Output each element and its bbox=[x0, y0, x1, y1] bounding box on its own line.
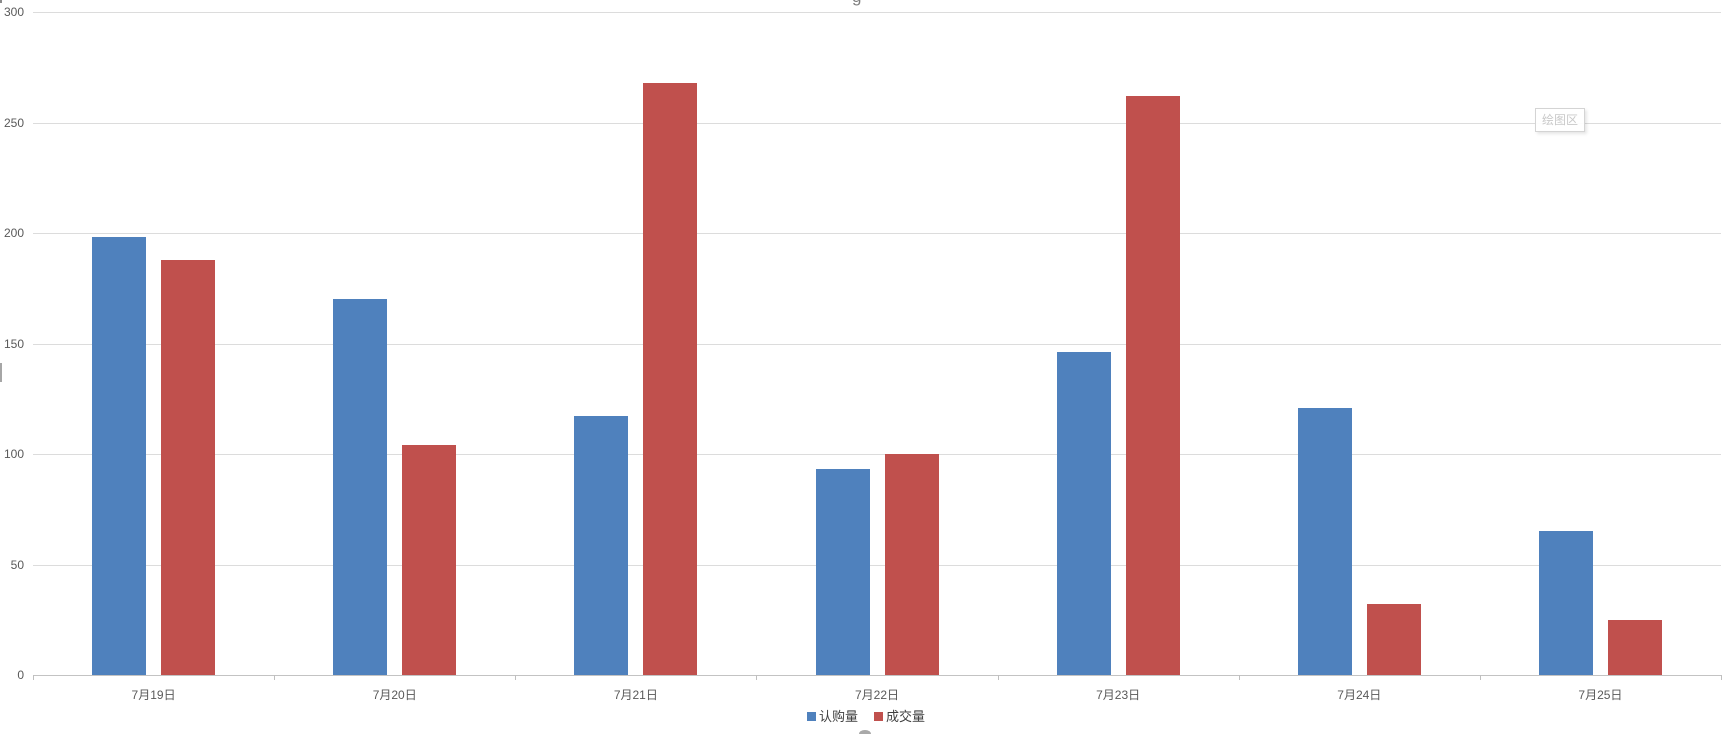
gridline-100 bbox=[33, 454, 1721, 455]
x-axis-category-label: 7月23日 bbox=[1096, 688, 1141, 702]
x-axis-category-label: 7月20日 bbox=[372, 688, 417, 702]
x-axis-tick bbox=[1721, 675, 1722, 680]
bar-认购量-7月24日[interactable] bbox=[1297, 407, 1352, 675]
bar-认购量-7月20日[interactable] bbox=[333, 299, 388, 675]
x-axis-tick bbox=[274, 675, 276, 680]
y-axis-tick-label: 50 bbox=[10, 557, 24, 572]
x-axis-tick bbox=[515, 675, 517, 680]
chart-bottom-handle bbox=[859, 730, 871, 734]
x-axis-category-label: 7月25日 bbox=[1578, 688, 1623, 702]
gridline-300 bbox=[33, 12, 1721, 13]
x-axis-category-label: 7月21日 bbox=[613, 688, 658, 702]
gridline-250 bbox=[33, 122, 1721, 124]
x-axis-tick bbox=[756, 675, 758, 680]
y-axis-tick-label: 200 bbox=[3, 226, 24, 240]
y-axis-tick-label: 100 bbox=[3, 447, 24, 461]
bar-成交量-7月19日[interactable] bbox=[161, 259, 216, 675]
bar-成交量-7月25日[interactable] bbox=[1607, 619, 1662, 675]
gridline-150 bbox=[33, 343, 1721, 345]
x-axis-category-label: 7月24日 bbox=[1337, 688, 1382, 702]
bar-成交量-7月21日[interactable] bbox=[643, 82, 698, 675]
x-axis-tick bbox=[1238, 675, 1240, 680]
legend-marker-icon bbox=[874, 712, 883, 721]
clipped-corner-artifact bbox=[0, 0, 2, 3]
y-axis-tick-label: 150 bbox=[3, 336, 24, 351]
bar-成交量-7月23日[interactable] bbox=[1125, 95, 1180, 675]
legend-label: 认购量 bbox=[818, 709, 858, 724]
y-axis-tick-label: 300 bbox=[3, 5, 24, 19]
x-axis-tick bbox=[1479, 675, 1481, 680]
clipped-axis-title-sliver bbox=[0, 363, 2, 382]
bar-认购量-7月22日[interactable] bbox=[815, 469, 870, 675]
legend-item-认购量[interactable]: 认购量 bbox=[806, 709, 858, 724]
legend: 认购量 成交量 bbox=[33, 709, 1699, 724]
x-axis-category-label: 7月19日 bbox=[131, 688, 176, 702]
x-axis-tick bbox=[33, 675, 34, 680]
x-axis-tick bbox=[997, 675, 999, 680]
plot-area-tooltip: 绘图区 bbox=[1535, 108, 1585, 132]
bar-成交量-7月24日[interactable] bbox=[1366, 604, 1421, 675]
y-axis-tick-label: 250 bbox=[3, 115, 24, 130]
gridline-50 bbox=[33, 564, 1721, 566]
gridline-0 bbox=[33, 675, 1721, 676]
bar-认购量-7月21日[interactable] bbox=[574, 416, 629, 675]
plot-area[interactable] bbox=[33, 8, 1722, 675]
bar-成交量-7月20日[interactable] bbox=[402, 445, 457, 675]
bar-成交量-7月22日[interactable] bbox=[884, 454, 939, 675]
chart-title-fragment: g bbox=[852, 0, 861, 7]
legend-marker-icon bbox=[806, 712, 816, 721]
gridline-200 bbox=[33, 233, 1721, 234]
bar-认购量-7月23日[interactable] bbox=[1056, 352, 1111, 675]
bar-认购量-7月19日[interactable] bbox=[92, 237, 147, 675]
bar-认购量-7月25日[interactable] bbox=[1538, 531, 1593, 675]
legend-label: 成交量 bbox=[886, 709, 926, 724]
y-axis-tick-label: 0 bbox=[17, 668, 24, 682]
x-axis-category-label: 7月22日 bbox=[854, 688, 900, 702]
legend-item-成交量[interactable]: 成交量 bbox=[874, 709, 925, 724]
